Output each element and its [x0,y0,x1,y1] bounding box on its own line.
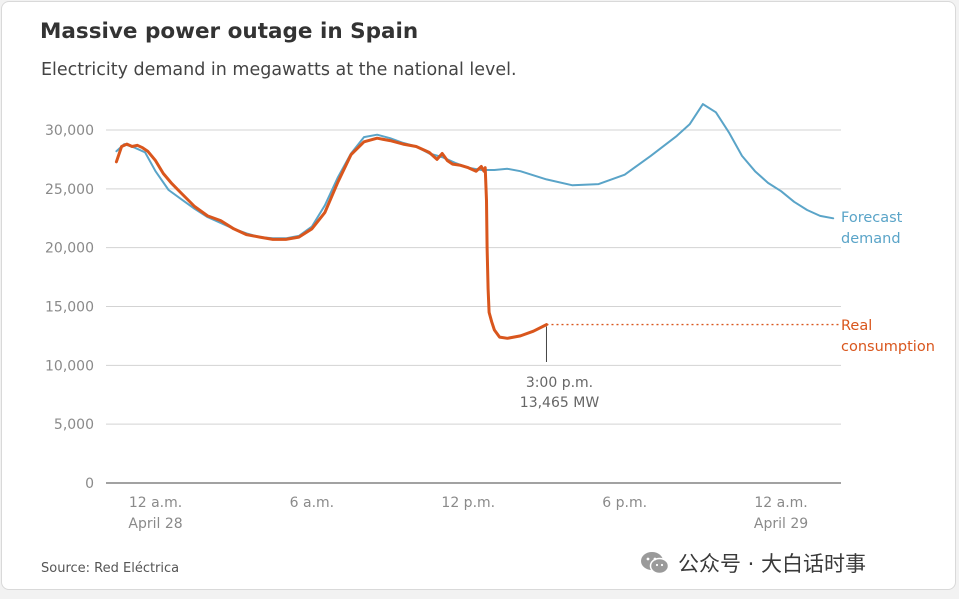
real-consumption-line [114,136,548,340]
real-consumption-label: Real [841,318,872,334]
watermark: 公众号 · 大白话时事 [640,548,866,578]
chart-subtitle: Electricity demand in megawatts at the n… [41,60,517,80]
source-note: Source: Red Eléctrica [41,561,180,576]
y-tick-label: 15,000 [45,300,94,316]
y-tick-label: 20,000 [45,241,94,257]
forecast-demand-label: Forecast [841,210,903,226]
y-tick-label: 25,000 [45,182,94,198]
y-tick-label: 10,000 [45,358,94,374]
y-tick-label: 0 [85,476,94,492]
x-tick-label: 6 a.m. [290,495,334,511]
x-tick-label: 12 a.m. [754,495,807,511]
chart-title: Massive power outage in Spain [40,19,419,44]
x-tick-label: 12 a.m. [129,495,182,511]
y-tick-label: 5,000 [54,417,94,433]
x-tick-sublabel: April 29 [754,516,808,532]
annotation-label: 3:00 p.m. [526,375,593,391]
x-tick-sublabel: April 28 [128,516,182,532]
x-tick-label: 12 p.m. [441,495,495,511]
wechat-icon [641,552,670,575]
x-tick-label: 6 p.m. [602,495,647,511]
annotation-label: 13,465 MW [520,395,600,411]
real-consumption-label: consumption [841,339,935,355]
y-tick-label: 30,000 [45,123,94,139]
watermark-text: 公众号 · 大白话时事 [678,552,867,576]
forecast-demand-label: demand [841,231,901,247]
chart-card: Massive power outage in Spain Electricit… [1,1,956,590]
